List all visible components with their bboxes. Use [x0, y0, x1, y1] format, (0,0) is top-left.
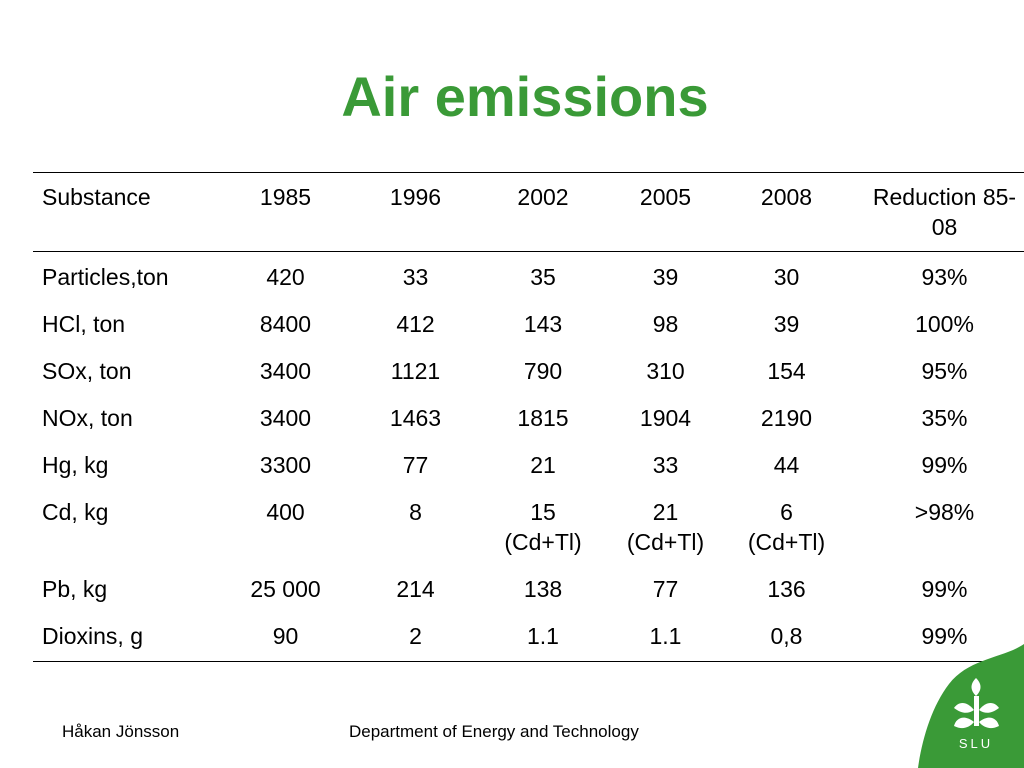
value-cell: 138 — [523, 576, 563, 602]
value-cell: 310 — [646, 358, 685, 384]
value-cell: 100% — [915, 311, 974, 337]
value-cell: 214 — [396, 576, 435, 602]
header-cell: 2005 — [639, 184, 692, 210]
value-cell: 143 — [523, 311, 563, 337]
substance-cell: Pb, kg — [42, 576, 108, 602]
value-cell: 21 (Cd+Tl) — [626, 499, 705, 555]
table-body: Particles,ton 420 33 35 39 30 93% HCl, ton 8400 4… — [33, 252, 1024, 662]
slide-title: Air emissions — [341, 65, 709, 128]
value-cell: 33 — [652, 452, 679, 478]
value-cell: 95% — [921, 358, 968, 384]
value-cell: 1463 — [389, 405, 442, 431]
value-cell: 412 — [396, 311, 435, 337]
table-row: SOx, ton 3400 1121 790 310 154 95% — [33, 348, 1024, 395]
substance-cell: SOx, ton — [42, 358, 132, 384]
header-cell: 1985 — [259, 184, 312, 210]
value-cell: 790 — [523, 358, 563, 384]
value-cell: 3400 — [259, 405, 312, 431]
table-row: Particles,ton 420 33 35 39 30 93% — [33, 252, 1024, 302]
header-cell: 1996 — [389, 184, 442, 210]
value-cell: 77 — [652, 576, 679, 602]
value-cell: 1.1 — [527, 623, 559, 649]
value-cell: 39 — [773, 311, 800, 337]
footer-department: Department of Energy and Technology — [349, 722, 639, 741]
header-cell: 2008 — [760, 184, 813, 210]
value-cell: 1.1 — [649, 623, 682, 649]
value-cell: 3300 — [259, 452, 312, 478]
value-cell: 25 000 — [250, 576, 321, 602]
substance-cell: Particles,ton — [42, 264, 169, 290]
table-row: Hg, kg 3300 77 21 33 44 99% — [33, 442, 1024, 489]
value-cell: 2 — [409, 623, 422, 649]
value-cell: 35% — [921, 405, 968, 431]
table-row: Dioxins, g 90 2 1.1 1.1 0,8 99% — [33, 613, 1024, 662]
value-cell: 99% — [921, 576, 968, 602]
header-cell: Reduction 85-08 — [872, 184, 1017, 240]
value-cell: 8400 — [259, 311, 312, 337]
substance-cell: Hg, kg — [42, 452, 109, 478]
table-row: Pb, kg 25 000 214 138 77 136 99% — [33, 566, 1024, 613]
value-cell: 154 — [767, 358, 806, 384]
value-cell: 3400 — [259, 358, 312, 384]
value-cell: 90 — [272, 623, 299, 649]
value-cell: 15 (Cd+Tl) — [504, 499, 582, 555]
substance-cell: Cd, kg — [42, 499, 109, 525]
value-cell: 44 — [773, 452, 800, 478]
value-cell: >98% — [914, 499, 975, 525]
value-cell: 30 — [773, 264, 800, 290]
value-cell: 99% — [921, 452, 968, 478]
slu-leaf-logo-icon: SLU — [918, 644, 1024, 768]
value-cell: 420 — [266, 264, 305, 290]
substance-cell: NOx, ton — [42, 405, 133, 431]
value-cell: 35 — [530, 264, 556, 290]
value-cell: 39 — [652, 264, 679, 290]
header-cell: 2002 — [517, 184, 569, 210]
value-cell: 0,8 — [770, 623, 803, 649]
value-cell: 400 — [266, 499, 305, 525]
value-cell: 1121 — [390, 358, 441, 384]
value-cell: 2190 — [760, 405, 813, 431]
value-cell: 93% — [921, 264, 968, 290]
value-cell: 8 — [409, 499, 422, 525]
table-header: Substance 1985 1996 2002 2005 2008 Reduction 8… — [33, 172, 1024, 252]
value-cell: 99% — [921, 623, 968, 649]
value-cell: 136 — [767, 576, 806, 602]
substance-cell: Dioxins, g — [42, 623, 143, 649]
value-cell: 21 — [530, 452, 556, 478]
emissions-table: Substance 1985 1996 2002 2005 2008 Reduction 8… — [33, 172, 1024, 662]
value-cell: 77 — [402, 452, 429, 478]
header-cell: Substance — [42, 184, 151, 210]
table-row: HCl, ton 8400 412 143 98 39 100% — [33, 301, 1024, 348]
logo-text: SLU — [959, 736, 993, 751]
value-cell: 98 — [652, 311, 679, 337]
footer-author: Håkan Jönsson — [62, 722, 180, 741]
value-cell: 1815 — [517, 405, 569, 431]
value-cell: 33 — [402, 264, 429, 290]
table-row: Cd, kg 400 8 15 (Cd+Tl) 21 (Cd+Tl) 6 (Cd+Tl) >… — [33, 489, 1024, 566]
header-row: Substance 1985 1996 2002 2005 2008 Reduction 8… — [33, 172, 1024, 252]
substance-cell: HCl, ton — [42, 311, 126, 337]
value-cell: 6 (Cd+Tl) — [747, 499, 826, 555]
table-row: NOx, ton 3400 1463 1815 1904 2190 35% — [33, 395, 1024, 442]
value-cell: 1904 — [639, 405, 692, 431]
